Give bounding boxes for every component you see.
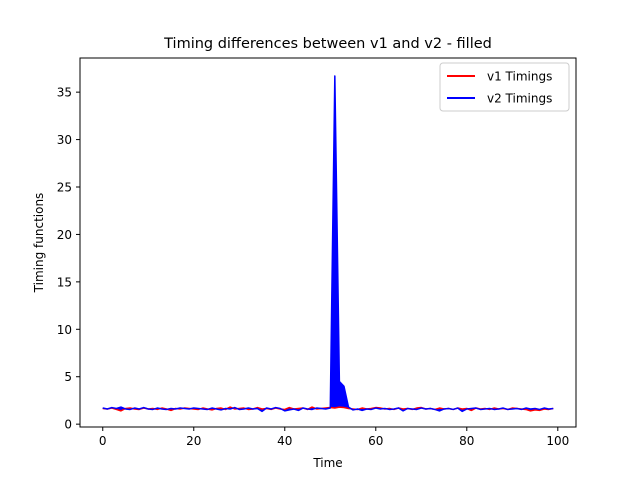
series-line-2 [102, 75, 554, 413]
legend-label: v1 Timings [487, 70, 552, 84]
y-tick-label: 5 [64, 370, 72, 384]
y-tick-label: 10 [57, 323, 72, 337]
x-tick-label: 20 [186, 434, 201, 448]
x-tick-label: 80 [459, 434, 474, 448]
x-tick-label: 60 [368, 434, 383, 448]
chart-title: Timing differences between v1 and v2 - f… [163, 36, 492, 52]
series-lines-layer [102, 75, 554, 413]
plot-area [80, 58, 576, 427]
x-axis: 0 20 40 60 80 100 [99, 427, 569, 448]
y-axis-label: Timing functions [32, 193, 46, 294]
y-axis: 0 5 10 15 20 25 30 35 [57, 86, 80, 432]
y-tick-label: 15 [57, 275, 72, 289]
x-axis-label: Time [312, 456, 342, 470]
y-tick-label: 0 [64, 418, 72, 432]
legend: v1 Timings v2 Timings [439, 62, 570, 112]
legend-label: v2 Timings [487, 92, 552, 106]
x-tick-label: 40 [277, 434, 292, 448]
y-tick-label: 35 [57, 86, 72, 100]
x-tick-label: 100 [546, 434, 569, 448]
y-tick-label: 25 [57, 181, 72, 195]
plot-frame [79, 57, 577, 428]
x-tick-label: 0 [99, 434, 107, 448]
y-tick-label: 30 [57, 133, 72, 147]
y-tick-label: 20 [57, 228, 72, 242]
